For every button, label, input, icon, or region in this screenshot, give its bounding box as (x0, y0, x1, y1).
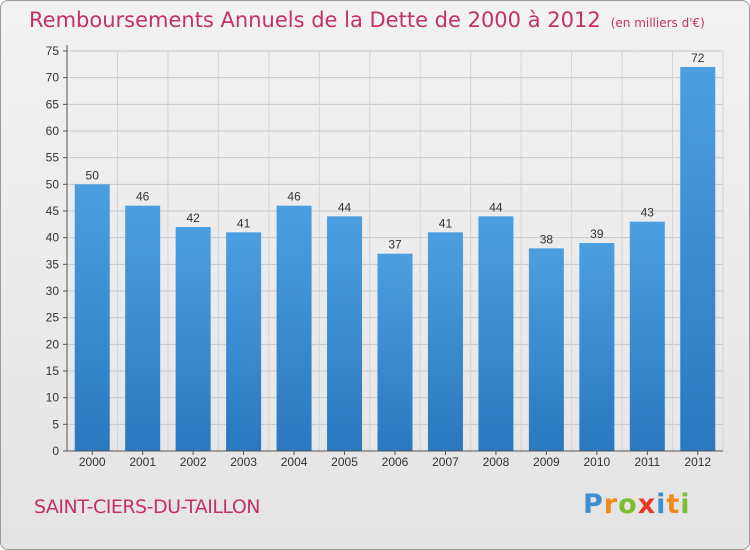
x-tick-label: 2005 (331, 455, 358, 469)
y-tick-label: 0 (52, 444, 59, 458)
y-tick-label: 45 (46, 204, 60, 218)
y-tick-label: 70 (46, 71, 60, 85)
logo-letter: o (618, 489, 638, 520)
data-label: 46 (136, 190, 150, 204)
y-tick-label: 65 (46, 97, 60, 111)
y-tick-label: 15 (46, 364, 60, 378)
y-tick-label: 60 (46, 124, 60, 138)
x-tick-label: 2008 (483, 455, 510, 469)
y-tick-label: 55 (46, 151, 60, 165)
x-tick-label: 2010 (583, 455, 610, 469)
y-tick-label: 75 (46, 44, 60, 58)
bar (478, 216, 514, 451)
logo-letter: P (583, 489, 604, 520)
bar (226, 232, 262, 451)
data-label: 41 (237, 216, 251, 230)
commune-name: SAINT-CIERS-DU-TAILLON (34, 496, 260, 518)
y-tick-label: 35 (46, 257, 60, 271)
logo-letter: x (637, 489, 657, 520)
logo-letter: r (603, 489, 619, 520)
data-label: 50 (86, 168, 100, 182)
data-label: 46 (287, 190, 301, 204)
logo-letter: i (656, 489, 667, 520)
x-tick-label: 2001 (129, 455, 156, 469)
chart-subtitle: (en milliers d'€) (610, 16, 705, 30)
data-label: 44 (338, 200, 352, 214)
bar (327, 216, 363, 451)
y-tick-label: 30 (46, 284, 60, 298)
y-tick-label: 50 (46, 177, 60, 191)
x-tick-label: 2011 (634, 455, 660, 469)
x-tick-label: 2012 (684, 455, 711, 469)
chart-title: Remboursements Annuels de la Dette de 20… (29, 8, 705, 32)
bar (175, 227, 211, 451)
bar (427, 232, 463, 451)
y-tick-label: 40 (46, 231, 60, 245)
x-tick-label: 2009 (533, 455, 560, 469)
bar (276, 205, 312, 451)
x-tick-label: 2003 (230, 455, 257, 469)
data-label: 37 (388, 238, 402, 252)
logo-letter: i (680, 489, 691, 520)
bar (377, 253, 413, 451)
data-label: 41 (439, 216, 453, 230)
data-label: 72 (691, 51, 705, 65)
bar (528, 248, 564, 451)
x-tick-label: 2002 (180, 455, 207, 469)
x-tick-label: 2004 (281, 455, 308, 469)
logo-letter: t (666, 489, 681, 520)
y-tick-label: 10 (46, 391, 60, 405)
data-label: 44 (489, 200, 503, 214)
proxiti-logo: Proxiti (583, 489, 691, 520)
bar (680, 67, 716, 451)
y-tick-label: 25 (46, 311, 60, 325)
y-tick-label: 20 (46, 337, 60, 351)
data-label: 38 (540, 232, 554, 246)
x-tick-label: 2007 (432, 455, 459, 469)
y-tick-label: 5 (52, 417, 59, 431)
bar (579, 243, 615, 451)
bar (74, 184, 110, 452)
data-label: 39 (590, 227, 604, 241)
data-label: 43 (641, 206, 655, 220)
x-tick-label: 2006 (382, 455, 409, 469)
x-tick-label: 2000 (79, 455, 106, 469)
bar (125, 205, 161, 451)
data-label: 42 (186, 211, 200, 225)
bar (629, 221, 665, 451)
